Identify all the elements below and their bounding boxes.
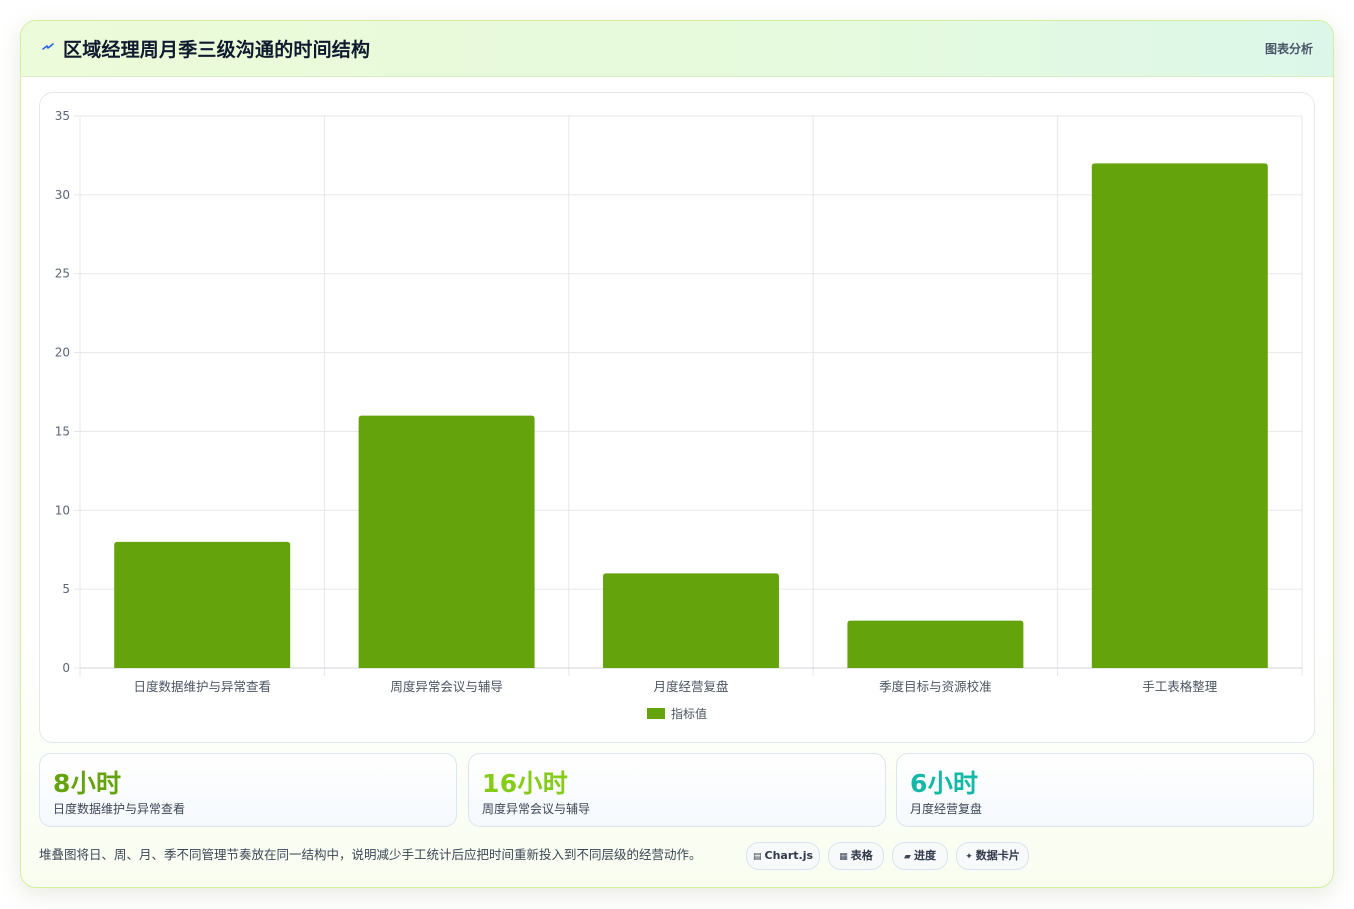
bar-chart: 0 5 10 15 20 25 30 35 日度数据维护与异常查看 周度异常会议与辅导 月度经营复盘… xyxy=(55,109,1303,721)
legend-swatch xyxy=(647,708,665,719)
bar xyxy=(114,541,291,668)
x-tick-label: 周度异常会议与辅导 xyxy=(390,679,503,694)
y-tick-label: 35 xyxy=(55,109,70,123)
bar xyxy=(603,573,779,668)
y-tick-label: 5 xyxy=(62,582,70,596)
pill-label: 进度 xyxy=(913,849,936,862)
stat-label: 日度数据维护与异常查看 xyxy=(53,802,186,816)
lightning-icon xyxy=(42,43,54,50)
x-tick-label: 日度数据维护与异常查看 xyxy=(133,679,271,694)
y-tick-label: 15 xyxy=(55,424,70,438)
footer-note: 堆叠图将日、周、月、季不同管理节奏放在同一结构中，说明减少手工统计后应把时间重新… xyxy=(39,847,702,862)
x-tick-label: 月度经营复盘 xyxy=(653,679,728,694)
y-tick-label: 30 xyxy=(55,188,70,202)
table-icon: ▦ xyxy=(839,852,848,862)
chart-analysis-tag: 图表分析 xyxy=(1264,42,1313,56)
pill-label: Chart.js xyxy=(764,849,814,862)
x-tick-label: 手工表格整理 xyxy=(1142,679,1218,694)
bar xyxy=(847,620,1024,668)
y-tick-label: 25 xyxy=(55,267,70,281)
stat-card: 16小时 周度异常会议与辅导 xyxy=(468,753,886,827)
chart-container: 0 5 10 15 20 25 30 35 日度数据维护与异常查看 周度异常会议与辅导 月度经营复盘… xyxy=(39,92,1315,743)
chart-icon: ▤ xyxy=(752,852,762,862)
x-tick-label: 季度目标与资源校准 xyxy=(879,679,992,694)
pill-label: 数据卡片 xyxy=(975,849,1020,862)
pill-label: 表格 xyxy=(850,849,873,862)
card-header: 区域经理周月季三级沟通的时间结构 图表分析 xyxy=(21,21,1333,77)
stat-card: 6小时 月度经营复盘 xyxy=(896,753,1314,827)
pill-progress[interactable]: ▰ 进度 xyxy=(892,842,948,870)
y-tick-label: 10 xyxy=(55,503,70,517)
stat-label: 月度经营复盘 xyxy=(910,802,983,816)
card-icon: ✦ xyxy=(965,852,973,862)
stat-value: 8小时 xyxy=(53,769,122,798)
stat-label: 周度异常会议与辅导 xyxy=(482,802,591,816)
stat-card: 8小时 日度数据维护与异常查看 xyxy=(39,753,457,827)
pill-data-card[interactable]: ✦ 数据卡片 xyxy=(956,842,1029,870)
stat-value: 6小时 xyxy=(910,769,979,798)
pill-table[interactable]: ▦ 表格 xyxy=(828,842,884,870)
y-tick-label: 0 xyxy=(62,661,70,675)
stat-value: 16小时 xyxy=(482,769,568,798)
chart-card: 区域经理周月季三级沟通的时间结构 图表分析 0 5 10 15 20 25 30 35 日度数据… xyxy=(20,20,1334,888)
bar xyxy=(1091,163,1268,669)
page-title: 区域经理周月季三级沟通的时间结构 xyxy=(63,39,371,61)
pill-chartjs[interactable]: ▤ Chart.js xyxy=(746,842,820,870)
bar xyxy=(358,415,535,668)
y-tick-label: 20 xyxy=(55,346,70,360)
progress-icon: ▰ xyxy=(904,852,911,862)
legend-label: 指标值 xyxy=(671,706,707,721)
